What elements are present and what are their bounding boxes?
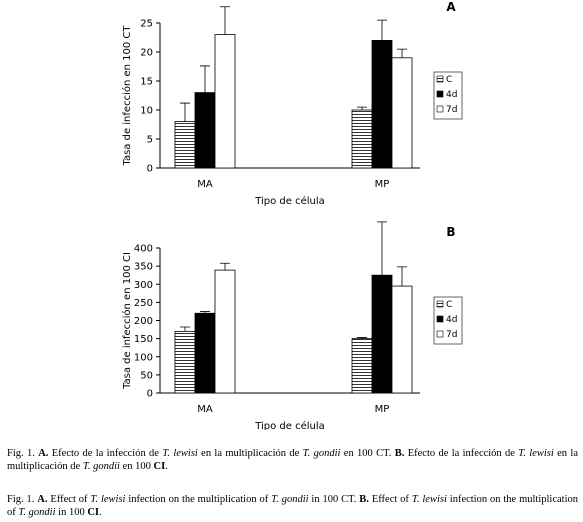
legend-label: 7d — [446, 105, 457, 115]
caption-text: T. lewisi — [90, 494, 126, 505]
legend-swatch — [436, 330, 444, 338]
caption-text: T. lewisi — [518, 448, 554, 459]
bar — [371, 40, 393, 169]
caption-text: T. lewisi — [162, 448, 198, 459]
bar — [174, 121, 196, 169]
y-tick-label: 350 — [134, 262, 153, 273]
caption-text: T. gondii — [18, 507, 56, 518]
legend-swatch — [436, 90, 444, 98]
y-tick-label: 200 — [134, 316, 153, 327]
x-axis-title: Tipo de célula — [254, 420, 325, 430]
y-tick-label: 20 — [140, 48, 153, 59]
bar — [194, 312, 216, 394]
caption-text: in 100 — [55, 507, 88, 518]
caption-text: in 100 CT. — [308, 494, 360, 505]
y-axis-title: Tasa de infección en 100 CI — [121, 252, 133, 390]
legend-label: C — [446, 75, 452, 85]
figure: 0 5 10 15 20 25 MA MP Tipo de célula Tasa de infe… — [121, 0, 463, 430]
error-bar — [377, 19, 387, 41]
y-tick-label: 300 — [134, 280, 153, 291]
x-axis-title: Tipo de célula — [254, 195, 325, 207]
bar — [371, 274, 393, 394]
caption-text: . — [99, 507, 102, 518]
bar — [391, 57, 413, 169]
legend-label: 4d — [446, 315, 457, 325]
bar — [194, 92, 216, 169]
error-bar — [220, 6, 230, 35]
error-bar — [357, 337, 367, 339]
y-tick-label: 5 — [147, 135, 153, 146]
caption-text: CI — [153, 461, 166, 472]
caption-text: . — [165, 461, 168, 472]
caption-text: CI — [87, 507, 99, 518]
caption-text: Efecto de la infección de — [48, 448, 163, 459]
caption-text: Fig. 1. — [7, 494, 38, 505]
bar — [174, 330, 196, 394]
y-tick-label: 50 — [140, 370, 153, 381]
caption-text: A. — [37, 494, 48, 505]
legend-swatch — [436, 105, 444, 113]
y-tick-label: 15 — [140, 77, 153, 88]
caption-text: en 100 — [119, 461, 154, 472]
caption-text: T. lewisi — [411, 494, 447, 505]
legend-swatch — [436, 75, 444, 83]
y-tick-label: 0 — [147, 389, 153, 400]
x-tick-label: MA — [197, 404, 213, 415]
caption-text: T. gondii — [82, 461, 120, 472]
caption-text: Effect of — [368, 494, 412, 505]
y-tick-label: 100 — [134, 352, 153, 363]
legend-label: 7d — [446, 330, 457, 340]
legend-label: C — [446, 300, 452, 310]
y-axis-title: Tasa de infección en 100 CT — [121, 25, 133, 167]
caption-text: T. gondii — [271, 494, 309, 505]
legend-box — [433, 296, 463, 345]
caption-text: B. — [359, 494, 369, 505]
y-tick-label: 250 — [134, 298, 153, 309]
x-tick-label: MA — [197, 179, 213, 190]
caption-text: en 100 CT. — [340, 448, 395, 459]
bar — [214, 34, 236, 169]
caption-text: en la multiplicación de — [197, 448, 303, 459]
caption-text: infection on the multiplication of — [125, 494, 272, 505]
caption-text: Effect of — [47, 494, 91, 505]
error-bar — [357, 106, 367, 110]
caption-en: Fig. 1. A. Effect of T. lewisi infection… — [7, 493, 578, 519]
caption-text: A. — [38, 448, 49, 459]
y-tick-label: 150 — [134, 334, 153, 345]
panel-label: A — [446, 0, 456, 14]
caption-text: infection on the multiplication of — [7, 494, 579, 518]
caption-text: en la multiplicación de — [7, 448, 578, 472]
y-tick-label: 0 — [147, 164, 153, 175]
caption-es: Fig. 1. A. Efecto de la infección de T. … — [7, 447, 578, 473]
error-bar — [397, 266, 407, 287]
legend-label: 4d — [446, 90, 457, 100]
y-tick-label: 400 — [134, 244, 153, 255]
x-tick-label: MP — [375, 179, 390, 190]
legend-swatch — [436, 315, 444, 323]
error-bar — [200, 311, 210, 314]
caption-text: T. gondii — [302, 448, 341, 459]
error-bar — [377, 221, 387, 276]
bar — [351, 338, 373, 394]
bar — [351, 109, 373, 169]
error-bar — [220, 262, 230, 271]
error-bar — [397, 48, 407, 58]
caption-text: Fig. 1. — [7, 448, 39, 459]
bar — [391, 285, 413, 394]
error-bar — [180, 102, 190, 122]
legend-swatch — [436, 300, 444, 308]
caption-text: B. — [394, 448, 405, 459]
y-tick-label: 25 — [140, 19, 153, 30]
error-bar — [180, 326, 190, 332]
caption-text: Efecto de la infección de — [404, 448, 519, 459]
y-tick-label: 10 — [140, 106, 153, 117]
panel-label: B — [446, 225, 455, 239]
x-tick-label: MP — [375, 404, 390, 415]
legend-box — [433, 71, 463, 120]
bar — [214, 269, 236, 394]
error-bar — [200, 65, 210, 93]
